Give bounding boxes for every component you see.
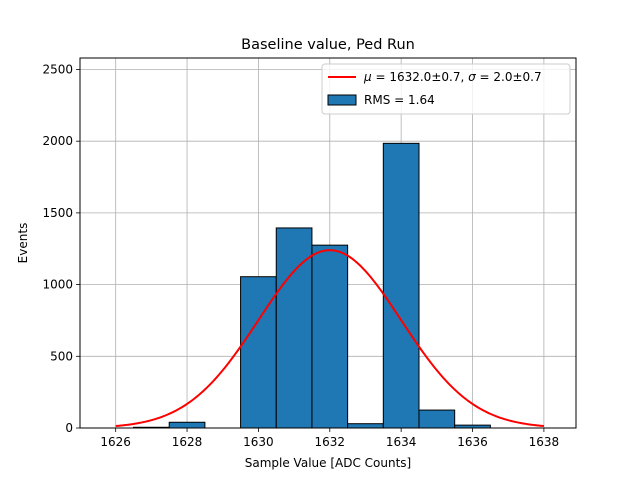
- x-axis-title: Sample Value [ADC Counts]: [245, 456, 411, 470]
- x-tick-label: 1636: [457, 435, 488, 449]
- x-tick-label: 1634: [386, 435, 417, 449]
- y-axis-title: Events: [16, 223, 30, 264]
- histogram-bar: [240, 276, 277, 429]
- legend-fit-label: μ = 1632.0±0.7, σ = 2.0±0.7: [363, 70, 542, 84]
- y-tick-label: 500: [50, 349, 73, 363]
- histogram-bar: [418, 409, 456, 429]
- chart-title: Baseline value, Ped Run: [241, 37, 415, 53]
- legend-mu-symbol: μ: [363, 70, 372, 84]
- fit-curve: [115, 249, 544, 428]
- y-tick-label: 0: [65, 421, 73, 435]
- histogram-bar: [382, 142, 420, 429]
- legend-mu-text: = 1632.0±0.7,: [372, 70, 468, 84]
- x-tick-label: 1632: [315, 435, 346, 449]
- x-tick-label: 1626: [100, 435, 131, 449]
- histogram-bar: [168, 421, 206, 429]
- x-tick-label: 1638: [529, 435, 560, 449]
- histogram-bar: [311, 244, 349, 429]
- x-tick-label: 1630: [243, 435, 274, 449]
- y-axis-ticks: 0 500 1000 1500 2000 2500: [42, 62, 80, 435]
- histogram-bar: [347, 423, 384, 429]
- legend-hist-label: RMS = 1.64: [364, 93, 435, 107]
- x-tick-label: 1628: [172, 435, 203, 449]
- y-tick-label: 2500: [42, 62, 73, 76]
- plot-frame: [79, 57, 577, 429]
- y-tick-label: 2000: [42, 134, 73, 148]
- histogram-bar: [275, 227, 313, 429]
- x-axis-ticks: 1626 1628 1630 1632 1634 1636 1638: [100, 428, 559, 449]
- legend-box: [321, 63, 571, 115]
- legend-hist-swatch: [327, 94, 357, 106]
- y-tick-label: 1000: [42, 278, 73, 292]
- legend-sigma-symbol: σ: [468, 70, 476, 84]
- y-tick-label: 1500: [42, 206, 73, 220]
- gaussian-fit: [115, 249, 544, 428]
- legend-sigma-text: = 2.0±0.7: [476, 70, 542, 84]
- legend: μ = 1632.0±0.7, σ = 2.0±0.7 RMS = 1.64: [321, 63, 571, 115]
